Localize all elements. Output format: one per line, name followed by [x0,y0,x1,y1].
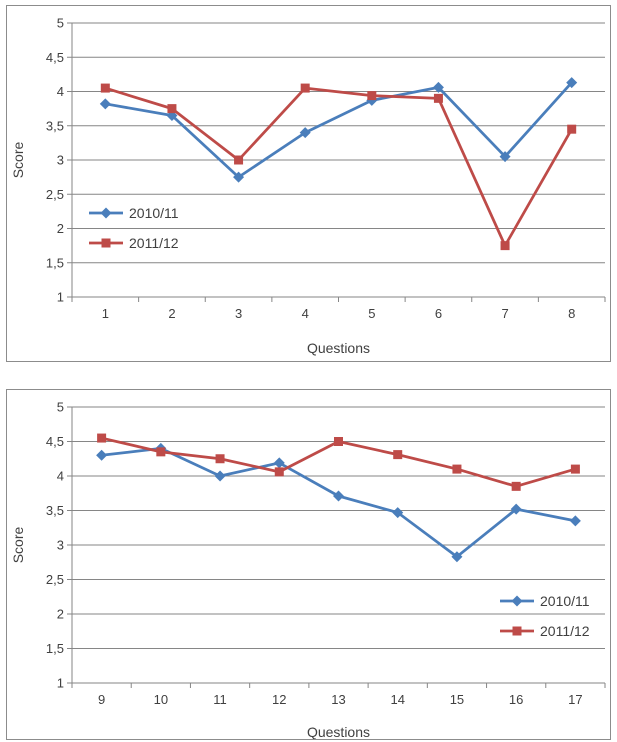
y-tick-label: 2,5 [46,187,64,202]
y-tick-label: 1,5 [46,641,64,656]
legend-label-2010/11: 2010/11 [540,593,590,609]
legend-marker-2011/12 [101,238,111,248]
data-point-2010/11-13 [333,490,344,502]
x-tick-label: 14 [390,692,404,707]
x-tick-label: 12 [272,692,286,707]
y-tick-label: 4,5 [46,434,64,449]
x-tick-label: 11 [213,692,227,707]
data-point-2011/12-11 [215,454,225,464]
y-tick-label: 2,5 [46,572,64,587]
y-tick-label: 3 [57,538,64,553]
data-point-2011/12-12 [274,467,284,477]
data-point-2010/11-1 [99,98,111,110]
data-point-2011/12-13 [334,437,343,446]
y-tick-label: 1 [57,290,64,305]
data-point-2010/11-12 [273,457,285,469]
x-tick-label: 15 [450,692,464,707]
x-tick-label: 13 [331,692,345,707]
chart-1-svg: 1 1,5 2 2,5 3 3,5 4 4,5 5 1 2 3 4 5 6 7 8 Questions Score 2… [10,16,606,356]
y-tick-label: 4 [57,469,64,484]
data-point-2010/11-6 [432,81,444,93]
data-point-2010/11-9 [96,449,108,461]
y-tick-label: 2 [57,607,64,622]
y-tick-label: 4 [57,84,64,99]
x-tick-label: 3 [235,306,242,321]
legend-label-2010/11: 2010/11 [129,205,179,221]
y-tick-label: 1,5 [46,255,64,270]
legend-marker-2011/12 [512,626,522,636]
data-point-2011/12-8 [567,124,577,134]
data-point-2010/11-17 [569,515,581,527]
data-point-2010/11-8 [566,77,578,89]
data-point-2010/11-3 [233,171,245,183]
x-tick-label: 7 [501,306,508,321]
data-point-2011/12-17 [570,464,580,474]
x-tick-label: 10 [154,692,168,707]
y-tick-label: 2 [57,221,64,236]
y-axis-title: Score [10,527,26,564]
series-line-2010/11 [105,81,573,179]
data-point-2011/12-5 [367,91,377,101]
x-axis-title: Questions [307,340,370,356]
data-point-2011/12-2 [167,104,177,114]
chart-questions-9-17: 1 1,5 2 2,5 3 3,5 4 4,5 5 9 10 11 12 13 14 15 16 17 Questi… [6,389,611,740]
x-tick-label: 1 [102,306,109,321]
data-point-2011/12-7 [500,241,510,251]
y-tick-label: 3 [57,153,64,168]
data-point-2011/12-10 [156,447,166,457]
y-tick-label: 5 [57,16,64,31]
y-tick-label: 5 [57,400,64,415]
x-tick-label: 16 [509,692,523,707]
y-tick-label: 3,5 [46,118,64,133]
x-tick-label: 8 [568,306,575,321]
y-tick-label: 4,5 [46,50,64,65]
data-point-2011/12-9 [97,433,107,443]
y-tick-label: 3,5 [46,503,64,518]
x-tick-label: 5 [368,306,375,321]
y-axis-title: Score [10,142,26,179]
series-line-2010/11 [101,447,576,559]
x-tick-label: 17 [568,692,582,707]
data-point-2011/12-3 [234,155,244,165]
data-point-2010/11-7 [499,151,511,163]
legend-marker-2010/11 [511,595,523,607]
data-point-2011/12-4 [300,83,310,93]
x-tick-label: 9 [98,692,105,707]
data-point-2011/12-14 [393,450,403,460]
data-point-2011/12-6 [433,93,443,103]
chart-2-svg: 1 1,5 2 2,5 3 3,5 4 4,5 5 9 10 11 12 13 14 15 16 17 Questi… [10,400,606,739]
x-tick-label: 4 [302,306,309,321]
legend-label-2011/12: 2011/12 [540,623,590,639]
data-point-2011/12-1 [100,83,110,93]
data-point-2010/11-14 [392,507,404,519]
legend-marker-2010/11 [100,207,112,219]
data-point-2010/11-16 [510,503,522,515]
data-point-2010/11-11 [214,470,226,482]
series-line-2011/12 [104,86,573,247]
y-tick-label: 1 [57,676,64,691]
x-tick-label: 6 [435,306,442,321]
legend-label-2011/12: 2011/12 [129,235,179,251]
data-point-2010/11-15 [451,551,463,563]
x-axis-title: Questions [307,724,370,739]
x-tick-label: 2 [168,306,175,321]
data-point-2011/12-15 [452,464,462,474]
chart-questions-1-8: 1 1,5 2 2,5 3 3,5 4 4,5 5 1 2 3 4 5 6 7 8 Questions Score 2… [6,5,611,362]
data-point-2010/11-4 [299,127,311,139]
data-point-2011/12-16 [511,481,521,491]
